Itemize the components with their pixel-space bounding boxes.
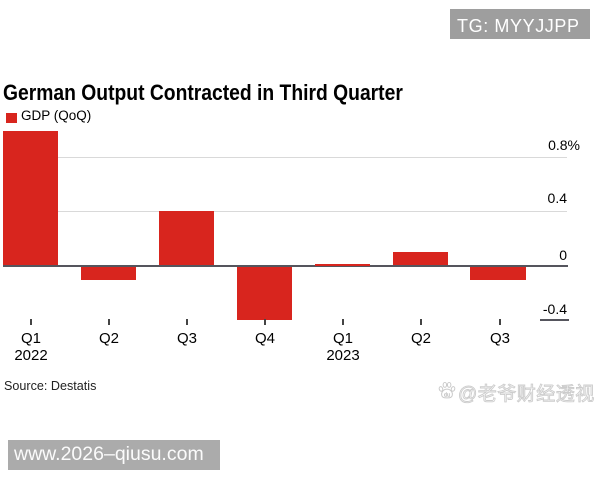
svg-text:du: du bbox=[444, 392, 450, 398]
